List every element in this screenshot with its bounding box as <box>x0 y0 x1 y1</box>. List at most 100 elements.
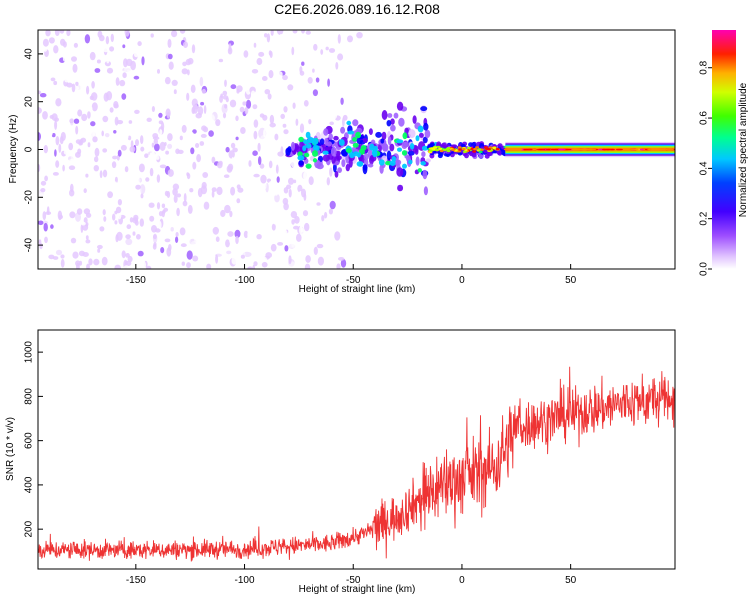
spectrogram-cell <box>66 198 74 209</box>
spectrogram-cell <box>166 85 173 97</box>
colorbar-tick-label: 0.0 <box>699 262 710 276</box>
spectrogram-cell <box>397 184 404 192</box>
y-tick-label: 400 <box>24 476 35 493</box>
spectrogram-cell <box>43 145 48 154</box>
spectrogram-cell <box>91 241 95 253</box>
spectrogram-cell <box>234 57 244 64</box>
spectrogram-cell <box>261 261 268 268</box>
spectrogram-cell <box>99 66 105 75</box>
spectrogram-cell <box>487 148 491 151</box>
spectrogram-cell <box>163 218 169 223</box>
spectrogram-cell <box>251 69 259 74</box>
spectrogram-cell <box>56 65 62 69</box>
spectrogram-cell <box>220 209 226 218</box>
spectrogram-cell <box>278 219 287 229</box>
spectrogram-cell <box>320 109 324 118</box>
spectrogram-cell <box>303 100 309 107</box>
spectrogram-cell <box>337 34 341 44</box>
spectrogram-cell <box>503 148 512 151</box>
spectrogram-cell <box>49 228 58 232</box>
spectrogram-cell <box>304 68 314 79</box>
spectrogram-cell <box>220 263 226 269</box>
spectrogram-cell <box>263 129 266 138</box>
spectrogram-cell <box>425 158 431 163</box>
spectrogram-cell <box>85 239 91 244</box>
spectrogram-cell <box>146 91 153 102</box>
spectrogram-cell <box>179 135 183 141</box>
spectrogram-cell <box>68 251 72 259</box>
spectrogram-cell <box>232 147 238 153</box>
spectrogram-cell <box>302 145 307 152</box>
spectrogram-cell <box>213 86 220 93</box>
spectrogram-cell <box>248 266 253 269</box>
spectrogram-cell <box>247 230 252 240</box>
spectrogram-cell <box>337 53 344 61</box>
spectrogram-cell <box>633 148 639 151</box>
y-tick-label: 200 <box>24 520 35 537</box>
spectrogram-cell <box>317 256 324 266</box>
spectrogram-cell <box>242 101 247 106</box>
spectrogram-cell <box>161 203 166 209</box>
spectrogram-cell <box>148 202 155 208</box>
spectrogram-cell <box>257 185 267 190</box>
spectrogram-cell <box>59 30 65 34</box>
spectrogram-cell <box>75 172 82 179</box>
spectrogram-cell <box>73 32 77 39</box>
spectrogram-cell <box>299 66 303 74</box>
spectrogram-cell <box>282 123 287 128</box>
spectrogram-cell <box>304 263 311 269</box>
spectrogram-cell <box>264 33 268 38</box>
spectrogram-cell <box>156 65 162 71</box>
spectrogram-cell <box>269 122 276 128</box>
spectrogram-cell <box>223 174 230 178</box>
spectrogram-cell <box>43 67 48 72</box>
spectrogram-cell <box>215 168 220 180</box>
spectrogram-cell <box>135 146 142 152</box>
spectrogram-cell <box>357 104 364 115</box>
spectrogram-cell <box>38 258 42 264</box>
spectrogram-cell <box>158 49 162 58</box>
spectrogram-cell <box>186 92 190 101</box>
spectrogram-cell <box>230 186 236 196</box>
spectrogram-cell <box>160 69 165 73</box>
spectrogram-cell <box>186 262 191 269</box>
spectrogram-cell <box>294 216 300 224</box>
spectrogram-cell <box>269 114 275 124</box>
spectrogram-cell <box>102 148 108 153</box>
spectrogram-cell <box>215 254 219 264</box>
snr-y-label: SNR (10 * v/v) <box>5 417 16 481</box>
spectrogram-cell <box>103 47 109 53</box>
spectrogram-cell <box>156 174 161 183</box>
spectrogram-cell <box>104 133 110 138</box>
spectrogram-cell <box>134 52 139 58</box>
spectrogram-cell <box>273 202 280 213</box>
spectrogram-cell <box>322 150 329 155</box>
spectrogram-cell <box>356 161 364 167</box>
spectrogram-cell <box>159 141 166 151</box>
spectrogram-cell <box>97 244 103 250</box>
spectrogram-cell <box>38 30 47 33</box>
spectrogram-cell <box>345 64 354 68</box>
spectrogram-cell <box>122 72 127 79</box>
spectrogram-cell <box>295 118 299 127</box>
spectrogram-cell <box>85 173 89 178</box>
spectrogram-cell <box>122 148 132 160</box>
spectrogram-cell <box>216 30 221 36</box>
spectrogram-cell <box>61 213 68 219</box>
spectrogram-cell <box>38 132 41 141</box>
spectrogram-cell <box>171 209 176 216</box>
spectrogram-cell <box>136 234 141 240</box>
spectrogram-cell <box>55 136 60 146</box>
spectrogram-cell <box>265 252 273 259</box>
spectrogram-cell <box>40 188 46 193</box>
spectrogram-cell <box>172 255 177 262</box>
spectrogram-cell <box>176 193 182 198</box>
spectrogram-cell <box>142 228 148 233</box>
spectrogram-cell <box>266 212 273 221</box>
spectrogram-cell <box>169 199 173 207</box>
spectrogram-cell <box>216 133 226 146</box>
spectrogram-cell <box>187 235 191 247</box>
spectrogram-cell <box>208 254 213 259</box>
spectrogram-cell <box>229 210 233 218</box>
spectrogram-cell <box>352 142 359 148</box>
